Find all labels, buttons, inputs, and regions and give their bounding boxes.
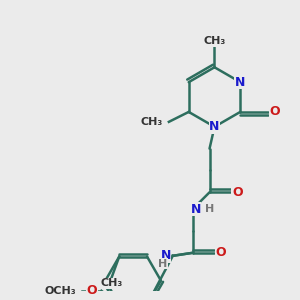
Text: O: O xyxy=(87,284,98,297)
Text: N: N xyxy=(209,120,220,133)
Text: N: N xyxy=(235,76,245,89)
Text: CH₃: CH₃ xyxy=(100,278,122,288)
Text: O: O xyxy=(232,186,243,199)
Text: CH₃: CH₃ xyxy=(203,37,226,46)
Text: N: N xyxy=(160,249,171,262)
Text: O: O xyxy=(215,246,226,259)
Text: CH₃: CH₃ xyxy=(141,117,163,127)
Text: H: H xyxy=(205,204,214,214)
Text: OCH₃: OCH₃ xyxy=(45,286,76,296)
Text: O: O xyxy=(270,105,280,119)
Text: N: N xyxy=(190,203,201,216)
Text: H: H xyxy=(158,259,167,269)
